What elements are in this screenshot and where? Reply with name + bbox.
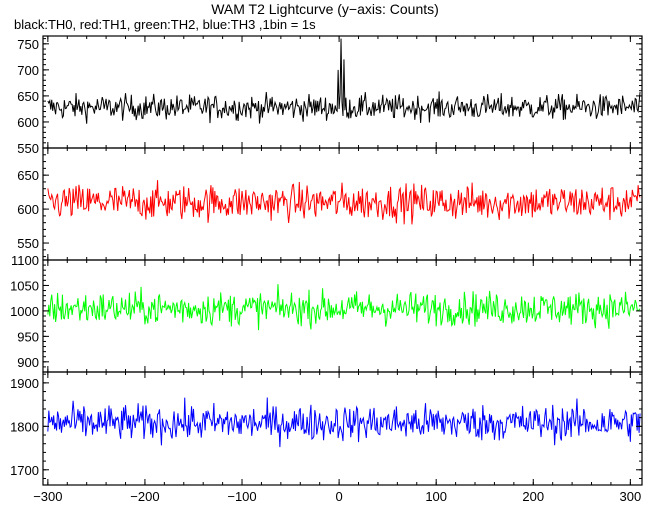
- x-tick-label: −300: [33, 489, 62, 504]
- y-tick-label: 1050: [10, 278, 39, 293]
- y-tick-label: 600: [17, 202, 39, 217]
- chart-title: WAM T2 Lightcurve (y−axis: Counts): [211, 1, 439, 17]
- chart-subtitle: black:TH0, red:TH1, green:TH2, blue:TH3 …: [14, 17, 316, 32]
- x-tick-label: −100: [227, 489, 256, 504]
- series-line: [47, 38, 641, 124]
- x-tick-label: 300: [619, 489, 641, 504]
- y-tick-label: 1000: [10, 304, 39, 319]
- y-tick-label: 950: [17, 329, 39, 344]
- y-tick-label: 550: [17, 141, 39, 156]
- x-tick-label: 0: [335, 489, 342, 504]
- x-tick-label: 100: [425, 489, 447, 504]
- y-tick-label: 750: [17, 37, 39, 52]
- y-tick-label: 650: [17, 168, 39, 183]
- y-tick-label: 700: [17, 63, 39, 78]
- y-tick-label: 600: [17, 115, 39, 130]
- series-line: [47, 180, 641, 225]
- y-tick-label: 550: [17, 236, 39, 251]
- y-tick-label: 1100: [11, 253, 39, 268]
- y-tick-label: 650: [17, 89, 39, 104]
- y-tick-label: 1800: [10, 419, 39, 434]
- x-tick-label: 200: [522, 489, 544, 504]
- y-tick-label: 1700: [10, 463, 39, 478]
- y-tick-label: 1900: [10, 376, 39, 391]
- panel-frame: [42, 35, 643, 149]
- series-line: [47, 284, 641, 331]
- x-tick-label: −200: [130, 489, 159, 504]
- panel-frame: [42, 371, 643, 486]
- y-tick-label: 900: [17, 355, 39, 370]
- series-line: [47, 397, 641, 448]
